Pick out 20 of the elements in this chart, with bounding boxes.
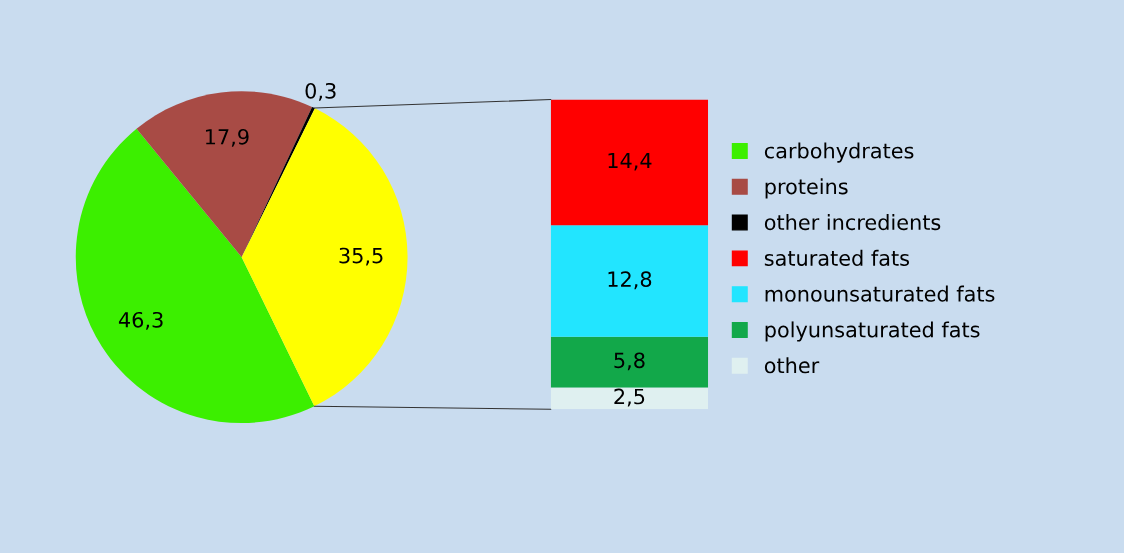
bar bbox=[550, 336, 709, 388]
pie-slice bbox=[75, 128, 315, 423]
data-label: 17,9 bbox=[205, 128, 249, 147]
legend-label: polyunsaturated fats bbox=[765, 321, 980, 342]
data-label: 0,3 bbox=[305, 82, 336, 101]
legend-label: saturated fats bbox=[764, 249, 909, 266]
data-label: 14,4 bbox=[608, 152, 652, 171]
data-label: 46,3 bbox=[118, 311, 163, 330]
data-label: 35,5 bbox=[339, 247, 383, 266]
legend-label: monounsaturated fats bbox=[765, 285, 995, 302]
data-label: 12,8 bbox=[608, 271, 652, 290]
bar bbox=[550, 225, 709, 337]
bar bbox=[550, 387, 709, 410]
data-label: 5,8 bbox=[614, 352, 645, 371]
data-label: 2,5 bbox=[614, 388, 645, 407]
legend-label: carbohydrates bbox=[764, 142, 914, 163]
legend-label: other bbox=[764, 357, 820, 374]
bar bbox=[550, 99, 709, 226]
legend-label: proteins bbox=[765, 178, 848, 199]
legend-label: other incredients bbox=[764, 214, 941, 231]
